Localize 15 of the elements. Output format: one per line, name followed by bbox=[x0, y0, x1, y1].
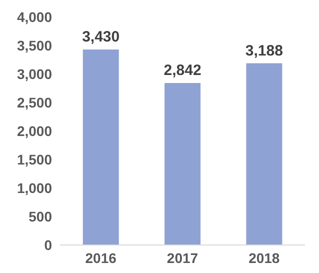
x-tick-label: 2018 bbox=[248, 250, 280, 266]
y-tick-label: 4,000 bbox=[16, 8, 52, 25]
data-label: 3,188 bbox=[245, 42, 283, 60]
y-tick-label: 1,500 bbox=[16, 151, 52, 168]
data-label: 3,430 bbox=[82, 28, 120, 46]
y-tick-label: 0 bbox=[44, 236, 52, 253]
data-label: 2,842 bbox=[164, 62, 202, 80]
y-tick-label: 1,000 bbox=[16, 180, 52, 196]
x-tick-label: 2017 bbox=[166, 250, 198, 266]
y-tick-label: 500 bbox=[28, 208, 52, 224]
y-tick-label: 2,500 bbox=[16, 94, 52, 110]
x-tick-label: 2016 bbox=[85, 250, 117, 266]
y-tick-label: 2,000 bbox=[16, 122, 52, 139]
y-tick-label: 3,500 bbox=[16, 37, 52, 54]
y-tick-label: 3,000 bbox=[16, 66, 52, 82]
